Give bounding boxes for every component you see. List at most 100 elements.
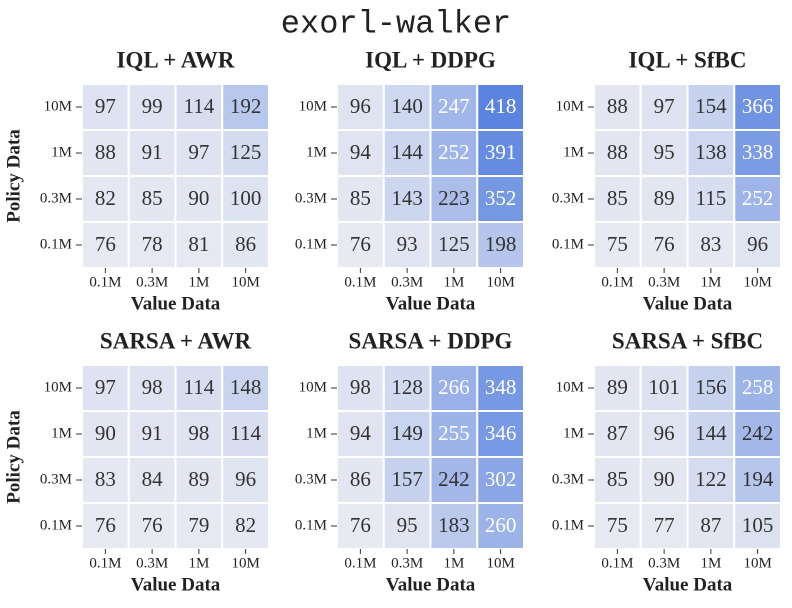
y-axis-label: Policy Data <box>3 129 24 223</box>
cell-label: 157 <box>391 467 423 491</box>
cell-label: 125 <box>230 140 262 164</box>
cell-label: 223 <box>438 186 470 210</box>
cell-label: 418 <box>485 94 517 118</box>
heatmap-cell <box>733 129 782 177</box>
x-tick-label: 0.3M <box>648 274 680 290</box>
x-axis-label: Value Data <box>643 574 733 595</box>
cell-label: 91 <box>142 140 163 164</box>
heatmap-cell <box>221 364 270 412</box>
y-tick-label: 10M <box>44 98 72 114</box>
y-tick-label: 0.1M <box>295 517 327 533</box>
cell-label: 302 <box>485 467 517 491</box>
heatmap-cell <box>686 456 736 504</box>
y-tick-label: 0.3M <box>295 471 327 487</box>
x-tick-label: 10M <box>486 555 514 571</box>
cell-label: 149 <box>391 421 423 445</box>
x-tick-label: 1M <box>188 555 209 571</box>
cell-label: 198 <box>485 232 517 256</box>
y-tick-label: 10M <box>44 379 72 395</box>
cell-label: 97 <box>188 140 209 164</box>
y-tick-label: 0.1M <box>40 236 72 252</box>
cell-label: 82 <box>235 513 256 537</box>
heatmap-cell <box>382 83 432 131</box>
heatmap-cell <box>336 456 385 504</box>
x-axis-label: Value Data <box>386 574 476 595</box>
cell-label: 99 <box>142 94 163 118</box>
heatmap-cell <box>593 456 642 504</box>
cell-label: 98 <box>350 375 371 399</box>
heatmap-cell <box>221 175 270 223</box>
heatmap-cell <box>336 83 385 131</box>
cell-label: 260 <box>485 513 517 537</box>
cell-label: 143 <box>391 186 423 210</box>
cell-label: 76 <box>142 513 163 537</box>
cell-label: 76 <box>350 232 371 256</box>
cell-label: 89 <box>654 186 675 210</box>
cell-label: 144 <box>391 140 423 164</box>
cell-label: 95 <box>397 513 418 537</box>
x-tick-label: 0.1M <box>89 555 121 571</box>
cell-label: 183 <box>438 513 470 537</box>
y-tick-label: 1M <box>306 144 327 160</box>
cell-label: 97 <box>95 94 116 118</box>
cell-label: 90 <box>188 186 209 210</box>
cell-label: 89 <box>607 375 628 399</box>
heatmap-cell <box>127 175 177 223</box>
heatmap-cell <box>733 221 782 269</box>
cell-label: 91 <box>142 421 163 445</box>
x-tick-label: 0.3M <box>136 274 168 290</box>
heatmap-cell <box>127 221 177 269</box>
heatmap-cell <box>127 502 177 550</box>
panel-title: SARSA + SfBC <box>612 328 763 353</box>
x-tick-label: 10M <box>743 555 771 571</box>
heatmap-cell <box>476 221 525 269</box>
cell-label: 252 <box>438 140 470 164</box>
cell-label: 88 <box>607 140 628 164</box>
heatmap-cell <box>127 410 177 458</box>
y-tick-label: 1M <box>563 144 584 160</box>
cell-label: 105 <box>742 513 774 537</box>
cell-label: 252 <box>742 186 774 210</box>
cell-label: 101 <box>648 375 680 399</box>
cell-label: 140 <box>391 94 423 118</box>
heatmap-cell <box>221 83 270 131</box>
cell-label: 98 <box>188 421 209 445</box>
cell-label: 85 <box>607 186 628 210</box>
cell-label: 352 <box>485 186 517 210</box>
heatmap-cell <box>221 502 270 550</box>
heatmap-cell <box>593 175 642 223</box>
y-tick-label: 0.1M <box>552 517 584 533</box>
panel-title: IQL + SfBC <box>629 47 747 72</box>
cell-label: 88 <box>95 140 116 164</box>
cell-label: 138 <box>695 140 727 164</box>
cell-label: 76 <box>95 513 116 537</box>
heatmap-cell <box>221 221 270 269</box>
cell-label: 87 <box>700 513 721 537</box>
x-tick-label: 10M <box>231 555 259 571</box>
y-tick-label: 10M <box>299 98 327 114</box>
cell-label: 98 <box>142 375 163 399</box>
heatmap-cell <box>639 410 689 458</box>
cell-label: 346 <box>485 421 517 445</box>
cell-label: 76 <box>95 232 116 256</box>
y-tick-label: 0.1M <box>295 236 327 252</box>
heatmap-cell <box>174 364 224 412</box>
cell-label: 255 <box>438 421 470 445</box>
heatmap-cell <box>476 410 525 458</box>
y-tick-label: 0.3M <box>552 471 584 487</box>
cell-label: 192 <box>230 94 262 118</box>
heatmap-cell <box>429 129 479 177</box>
cell-label: 87 <box>607 421 628 445</box>
cell-label: 348 <box>485 375 517 399</box>
cell-label: 90 <box>654 467 675 491</box>
cell-label: 247 <box>438 94 470 118</box>
x-tick-label: 0.1M <box>89 274 121 290</box>
cell-label: 144 <box>695 421 727 445</box>
y-tick-label: 1M <box>51 425 72 441</box>
y-axis-label: Policy Data <box>3 410 24 504</box>
cell-label: 75 <box>607 232 628 256</box>
y-tick-label: 0.1M <box>552 236 584 252</box>
cell-label: 114 <box>184 94 215 118</box>
x-tick-label: 0.1M <box>344 274 376 290</box>
y-tick-label: 0.3M <box>295 190 327 206</box>
